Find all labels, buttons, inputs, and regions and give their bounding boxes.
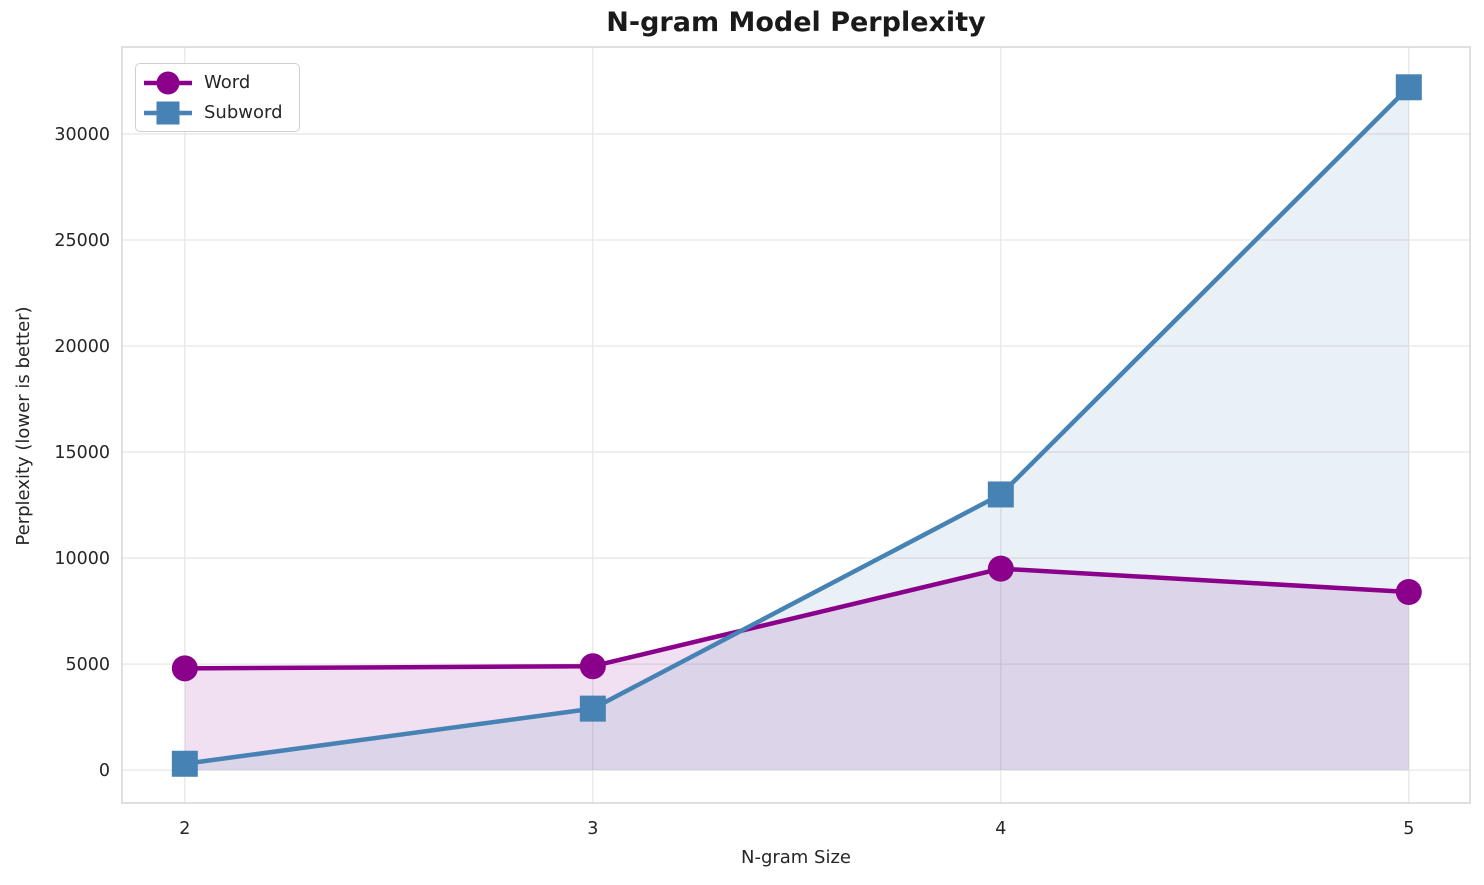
- marker-word: [171, 655, 198, 682]
- legend-circle-marker-icon: [144, 71, 192, 94]
- legend-item-word: Word: [142, 68, 283, 97]
- y-tick-label: 25000: [54, 231, 110, 251]
- legend-square-marker-icon: [144, 101, 192, 124]
- chart-title: N-gram Model Perplexity: [606, 7, 986, 38]
- plot-border: [121, 46, 1471, 804]
- x-tick-label: 4: [995, 819, 1006, 839]
- marker-word: [1395, 578, 1422, 605]
- y-tick-label: 15000: [54, 443, 110, 463]
- x-tick-label: 2: [179, 819, 190, 839]
- x-tick-label: 3: [587, 819, 598, 839]
- y-tick-label: 5000: [65, 655, 110, 675]
- legend-label: Word: [204, 72, 251, 93]
- x-tick-label: 5: [1403, 819, 1414, 839]
- legend-label: Subword: [204, 102, 283, 123]
- marker-word: [987, 555, 1014, 582]
- marker-word: [579, 653, 606, 680]
- y-axis-ticks: 0 5000 10000 15000 20000 25000 30000: [54, 125, 110, 781]
- marker-subword: [1395, 74, 1422, 101]
- area-fill-word: [184, 568, 1409, 771]
- y-tick-label: 20000: [54, 337, 110, 357]
- legend: Word Subword: [135, 63, 300, 132]
- legend-item-subword: Subword: [142, 98, 283, 127]
- line-subword: [182, 85, 1412, 767]
- line-word: [182, 566, 1412, 671]
- y-tick-label: 0: [99, 761, 110, 781]
- y-tick-label: 30000: [54, 125, 110, 145]
- area-fill-subword: [184, 87, 1409, 771]
- marker-subword: [579, 695, 606, 722]
- marker-subword: [987, 481, 1014, 508]
- x-axis-ticks: 2 3 4 5: [179, 819, 1414, 839]
- x-axis-label: N-gram Size: [740, 847, 852, 868]
- series-subword: [171, 74, 1422, 777]
- series-word: [171, 555, 1422, 682]
- y-tick-label: 10000: [54, 549, 110, 569]
- gridlines: [122, 47, 1470, 803]
- marker-subword: [171, 750, 198, 777]
- y-axis-label: Perplexity (lower is better): [13, 306, 34, 546]
